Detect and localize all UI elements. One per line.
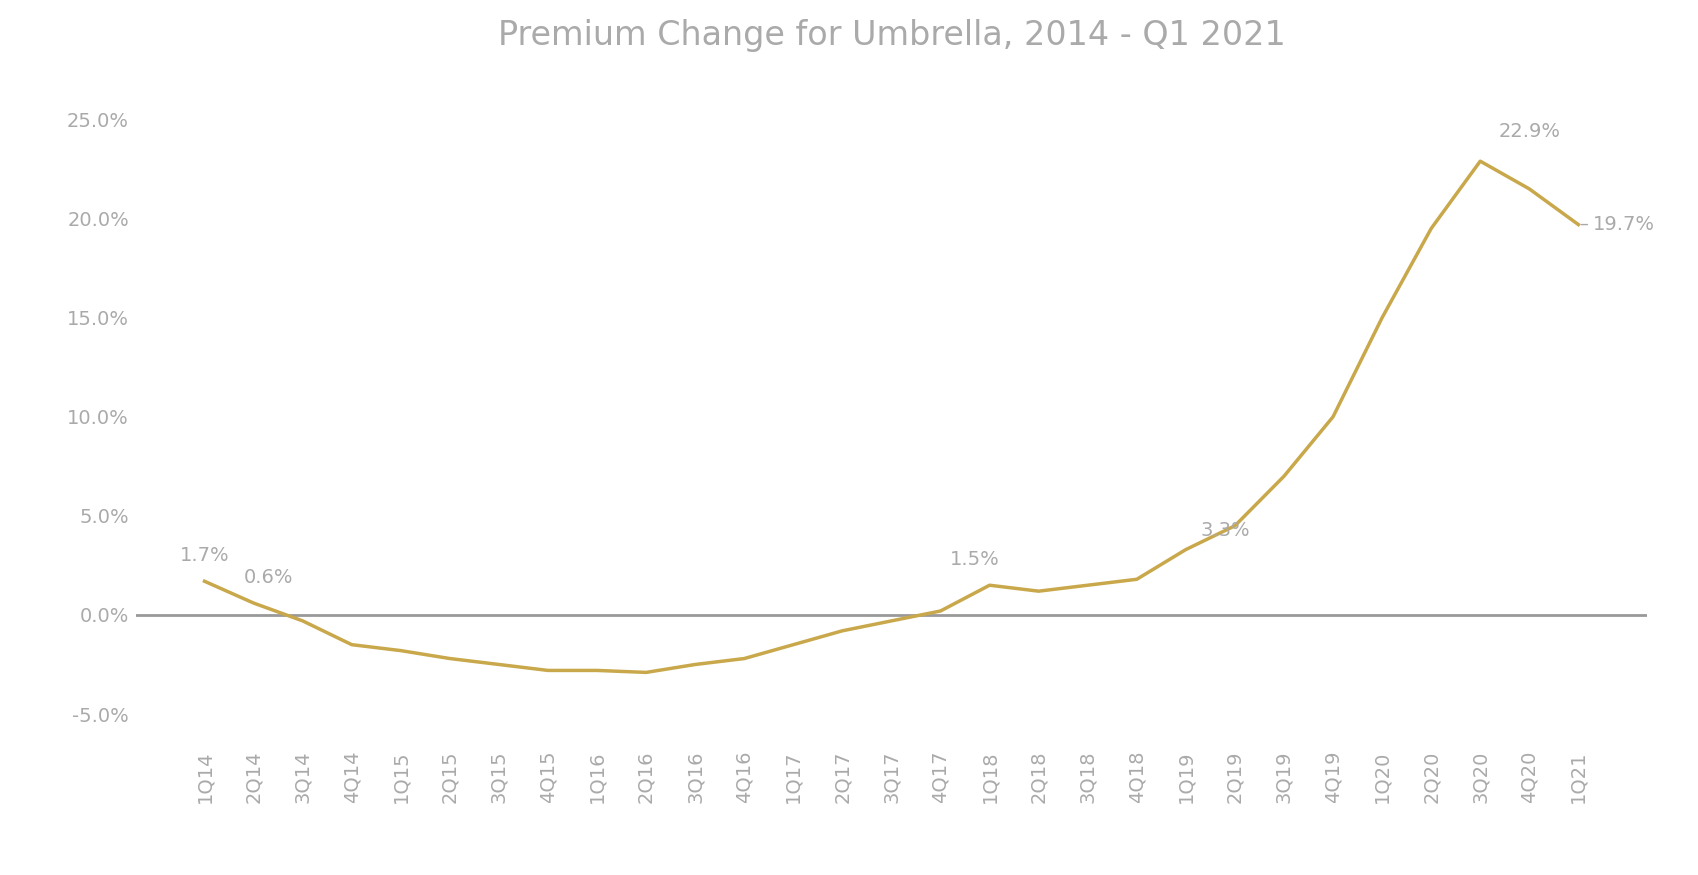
- Text: 3.3%: 3.3%: [1200, 521, 1250, 540]
- Text: 22.9%: 22.9%: [1498, 123, 1560, 142]
- Text: 19.7%: 19.7%: [1581, 215, 1656, 235]
- Text: 1.7%: 1.7%: [180, 546, 229, 565]
- Text: 0.6%: 0.6%: [243, 568, 294, 587]
- Title: Premium Change for Umbrella, 2014 - Q1 2021: Premium Change for Umbrella, 2014 - Q1 2…: [498, 19, 1285, 52]
- Text: 1.5%: 1.5%: [949, 550, 1000, 570]
